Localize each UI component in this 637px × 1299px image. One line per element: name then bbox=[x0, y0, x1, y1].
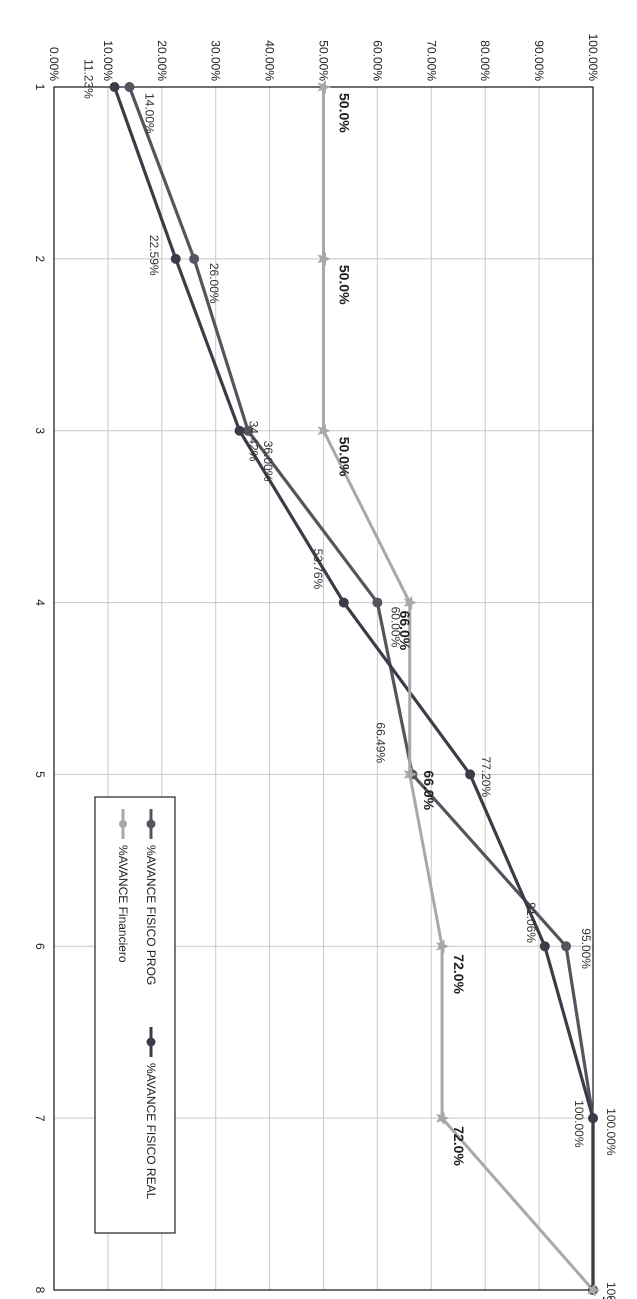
y-tick-label: 30.00% bbox=[209, 40, 223, 81]
x-tick-label: 1 bbox=[33, 84, 47, 91]
series-3-point bbox=[317, 79, 331, 95]
legend-label: %AVANCE FISICO REAL bbox=[144, 1063, 158, 1200]
series-line-2 bbox=[113, 86, 595, 1290]
y-tick-label: 50.00% bbox=[317, 40, 331, 81]
series-3-data-label: 66.0% bbox=[397, 611, 413, 651]
series-2-data-label: 22.59% bbox=[147, 235, 161, 276]
x-tick-label: 5 bbox=[33, 771, 47, 778]
y-tick-label: 60.00% bbox=[370, 40, 384, 81]
series-3-data-label: 50.0% bbox=[337, 265, 353, 305]
series-1-point bbox=[189, 253, 200, 264]
legend-swatch-marker bbox=[146, 819, 156, 829]
series-markers bbox=[109, 79, 601, 1298]
series-2-point bbox=[234, 425, 245, 436]
series-2-data-label: 100.00% bbox=[572, 1100, 586, 1148]
series-3-data-label: 66.0% bbox=[421, 770, 437, 810]
y-tick-label: 40.00% bbox=[263, 40, 277, 81]
legend-box bbox=[94, 796, 176, 1234]
x-tick-label: 3 bbox=[33, 427, 47, 434]
series-1-data-label: 100.00% bbox=[604, 1108, 618, 1156]
legend-label: %AVANCE FISICO PROG bbox=[144, 845, 158, 985]
legend-swatch-marker bbox=[146, 1037, 156, 1047]
series-3-point bbox=[436, 1111, 450, 1126]
series-3-data-label: 72.0% bbox=[451, 954, 467, 994]
y-axis-ticks: 0.00% 10.00% 20.00% 30.00% 40.00% 50.00% 60.00… bbox=[47, 34, 600, 82]
series-2-point bbox=[109, 82, 120, 92]
series-3-point bbox=[587, 1282, 601, 1298]
y-tick-label: 90.00% bbox=[532, 40, 546, 81]
y-tick-label: 0.00% bbox=[47, 47, 61, 81]
y-tick-label: 70.00% bbox=[424, 40, 438, 81]
series-3-data-label: 72.0% bbox=[451, 1126, 467, 1166]
x-tick-label: 6 bbox=[33, 943, 47, 950]
series-2-point bbox=[539, 941, 550, 952]
y-tick-label: 80.00% bbox=[478, 40, 492, 81]
series-lines bbox=[113, 86, 595, 1291]
series-1-point bbox=[372, 597, 383, 608]
legend-swatch-marker bbox=[119, 820, 127, 828]
series-1-data-label: 14.00% bbox=[142, 93, 156, 134]
series-3-point bbox=[317, 251, 331, 266]
series-1-point bbox=[124, 82, 135, 92]
series-2-data-label: 34.42% bbox=[247, 421, 261, 462]
series-2-data-label: 53.76% bbox=[311, 549, 325, 590]
series-3-data-label: 100.0% bbox=[600, 1296, 616, 1299]
series-3-data-label: 50.0% bbox=[337, 93, 353, 133]
series-1-data-label: 100.00% bbox=[604, 1282, 618, 1299]
series-3-data-label: 50.0% bbox=[337, 437, 353, 477]
x-tick-label: 2 bbox=[33, 256, 47, 263]
series-3-point bbox=[403, 595, 418, 610]
series-line-3 bbox=[322, 87, 595, 1291]
x-tick-label: 8 bbox=[33, 1287, 47, 1294]
legend-label: %AVANCE Financiero bbox=[116, 845, 130, 963]
series-2-data-label: 91.06% bbox=[524, 902, 538, 943]
series-1-data-label: 95.00% bbox=[579, 928, 593, 969]
y-tick-label: 10.00% bbox=[101, 40, 115, 81]
series-2-point bbox=[465, 769, 476, 780]
series-1-data-label: 66.49% bbox=[373, 722, 387, 763]
series-2-point bbox=[588, 1113, 598, 1124]
series-1-data-label: 60.00% bbox=[388, 607, 402, 648]
series-2-point bbox=[338, 597, 349, 608]
x-tick-label: 7 bbox=[33, 1115, 47, 1122]
series-2-data-label: 77.20% bbox=[479, 756, 493, 797]
series-3-point bbox=[436, 939, 450, 954]
data-labels: 14.00% 26.00% 36.00% 60.00% 66.49% 95.00% 100.… bbox=[82, 59, 618, 1299]
series-1-data-label: 36.00% bbox=[261, 441, 275, 482]
series-1-point bbox=[561, 941, 572, 952]
series-1-data-label: 26.00% bbox=[207, 263, 221, 304]
y-tick-label: 100.00% bbox=[586, 34, 600, 82]
x-tick-label: 4 bbox=[33, 599, 47, 606]
series-3-point bbox=[317, 423, 331, 438]
series-2-data-label: 11.23% bbox=[82, 59, 96, 99]
y-tick-label: 20.00% bbox=[155, 40, 169, 81]
series-line-1 bbox=[127, 86, 595, 1290]
series-3-point bbox=[403, 767, 418, 782]
legend: %AVANCE FISICO PROG %AVANCE FISICO REAL %A… bbox=[94, 796, 176, 1234]
x-axis-ticks: 1 2 3 4 5 6 7 8 bbox=[33, 84, 47, 1294]
series-2-point bbox=[170, 253, 181, 264]
